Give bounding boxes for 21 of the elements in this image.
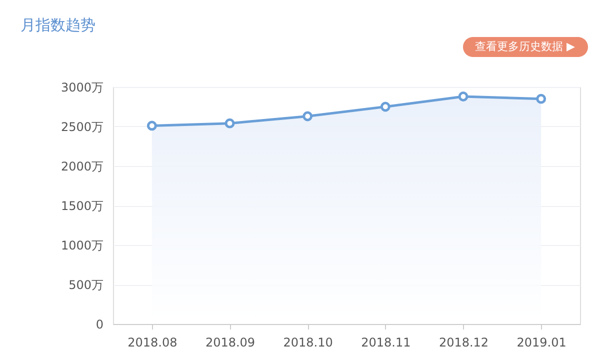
y-tick-label: 500万 bbox=[68, 278, 104, 292]
y-tick-label: 2500万 bbox=[60, 120, 104, 134]
text: 查看更多历史数据 ▶ bbox=[475, 40, 576, 53]
y-tick-label: 2000万 bbox=[60, 160, 104, 174]
y-tick-label: 3000万 bbox=[60, 80, 104, 94]
y-tick-label: 0 bbox=[96, 318, 104, 332]
point bbox=[302, 111, 313, 122]
x-tick-label: 2018.08 bbox=[128, 336, 178, 350]
y-tick-label: 1500万 bbox=[60, 199, 104, 213]
point bbox=[536, 94, 546, 104]
y-tick-label: 1000万 bbox=[60, 238, 104, 252]
x-tick-label: 2018.10 bbox=[283, 336, 333, 350]
point bbox=[458, 92, 468, 102]
point bbox=[224, 118, 235, 128]
x-tick-label: 2019.01 bbox=[516, 336, 566, 350]
chart-title: 月指数趋势 bbox=[20, 16, 96, 34]
x-tick-label: 2018.11 bbox=[361, 336, 411, 350]
point bbox=[146, 120, 157, 131]
x-tick-label: 2018.09 bbox=[205, 336, 256, 350]
point bbox=[380, 102, 390, 112]
x-tick-label: 2018.12 bbox=[438, 336, 489, 350]
